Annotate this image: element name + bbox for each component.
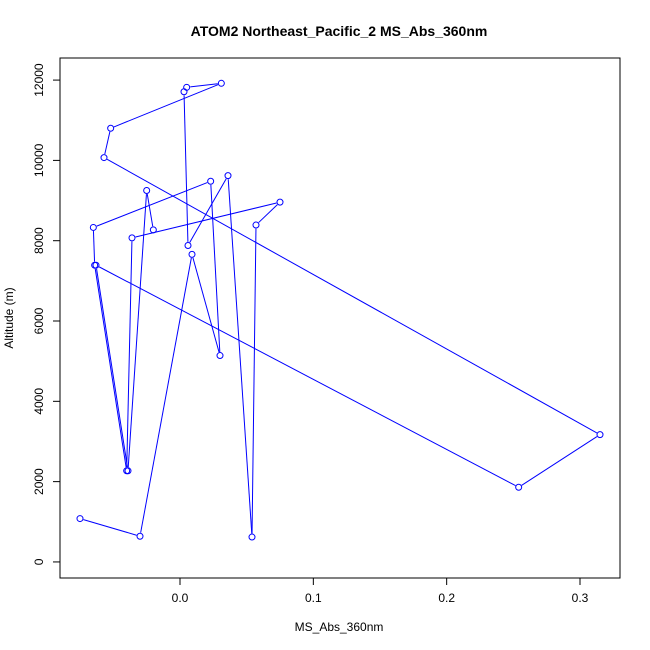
y-tick-label: 8000 bbox=[32, 227, 46, 254]
series-segment bbox=[126, 241, 133, 468]
x-tick-label: 0.3 bbox=[572, 591, 589, 605]
series-segment bbox=[183, 95, 189, 242]
series-segment bbox=[92, 231, 96, 262]
data-point bbox=[216, 352, 224, 360]
series-segment bbox=[83, 519, 137, 536]
data-point bbox=[124, 467, 132, 475]
series-segment bbox=[135, 202, 277, 238]
plot-frame bbox=[59, 57, 621, 579]
data-point bbox=[89, 223, 97, 231]
x-axis-label: MS_Abs_360nm bbox=[295, 620, 384, 634]
data-point bbox=[207, 177, 215, 185]
y-tick-label: 4000 bbox=[32, 388, 46, 415]
y-tick-label: 10000 bbox=[32, 143, 46, 177]
series-segment bbox=[251, 228, 257, 534]
y-tick-label: 6000 bbox=[32, 307, 46, 334]
data-point bbox=[183, 83, 191, 91]
series-segment bbox=[96, 268, 128, 468]
series-segment bbox=[106, 158, 598, 434]
data-point bbox=[276, 198, 284, 206]
series-segment bbox=[210, 184, 221, 352]
series-segment bbox=[98, 266, 516, 487]
data-point bbox=[92, 261, 100, 269]
data-point bbox=[149, 226, 157, 234]
x-tick-label: 0.0 bbox=[172, 591, 189, 605]
data-point bbox=[143, 187, 151, 195]
x-axis: 0.0 0.1 0.2 0.3 bbox=[172, 577, 589, 605]
y-axis: 0 2000 4000 6000 8000 10000 12000 bbox=[32, 63, 61, 565]
data-point bbox=[252, 221, 260, 229]
series-segment bbox=[258, 204, 278, 223]
x-tick-label: 0.1 bbox=[305, 591, 322, 605]
series-segment bbox=[189, 178, 227, 243]
y-tick-label: 2000 bbox=[32, 468, 46, 495]
series-segment bbox=[127, 194, 147, 468]
series-segment bbox=[192, 257, 220, 353]
chart-title: ATOM2 Northeast_Pacific_2 MS_Abs_360nm bbox=[191, 23, 488, 39]
data-point bbox=[128, 234, 136, 242]
y-tick-label: 12000 bbox=[32, 63, 46, 97]
series-segment bbox=[94, 268, 127, 468]
y-axis-label: Altitude (m) bbox=[2, 287, 16, 348]
data-point bbox=[107, 124, 115, 132]
data-point bbox=[136, 532, 144, 540]
series-line bbox=[83, 83, 598, 536]
series-segment bbox=[113, 84, 219, 128]
data-point bbox=[596, 431, 604, 439]
data-point bbox=[217, 79, 225, 87]
series-segment bbox=[521, 436, 598, 486]
series-segment bbox=[190, 83, 218, 88]
series-segment bbox=[96, 182, 208, 227]
series-points bbox=[76, 79, 604, 541]
data-point bbox=[188, 250, 196, 258]
data-point bbox=[515, 483, 523, 491]
data-point bbox=[248, 533, 256, 541]
data-point bbox=[76, 515, 84, 523]
x-tick-label: 0.2 bbox=[438, 591, 455, 605]
data-point bbox=[100, 154, 108, 162]
data-point bbox=[224, 172, 232, 180]
y-tick-label: 0 bbox=[32, 558, 46, 565]
data-point bbox=[184, 242, 192, 250]
series-segment bbox=[227, 179, 253, 534]
series-segment bbox=[146, 193, 154, 227]
series-segment bbox=[104, 131, 111, 155]
data-point bbox=[180, 88, 188, 96]
series-segment bbox=[140, 257, 192, 533]
